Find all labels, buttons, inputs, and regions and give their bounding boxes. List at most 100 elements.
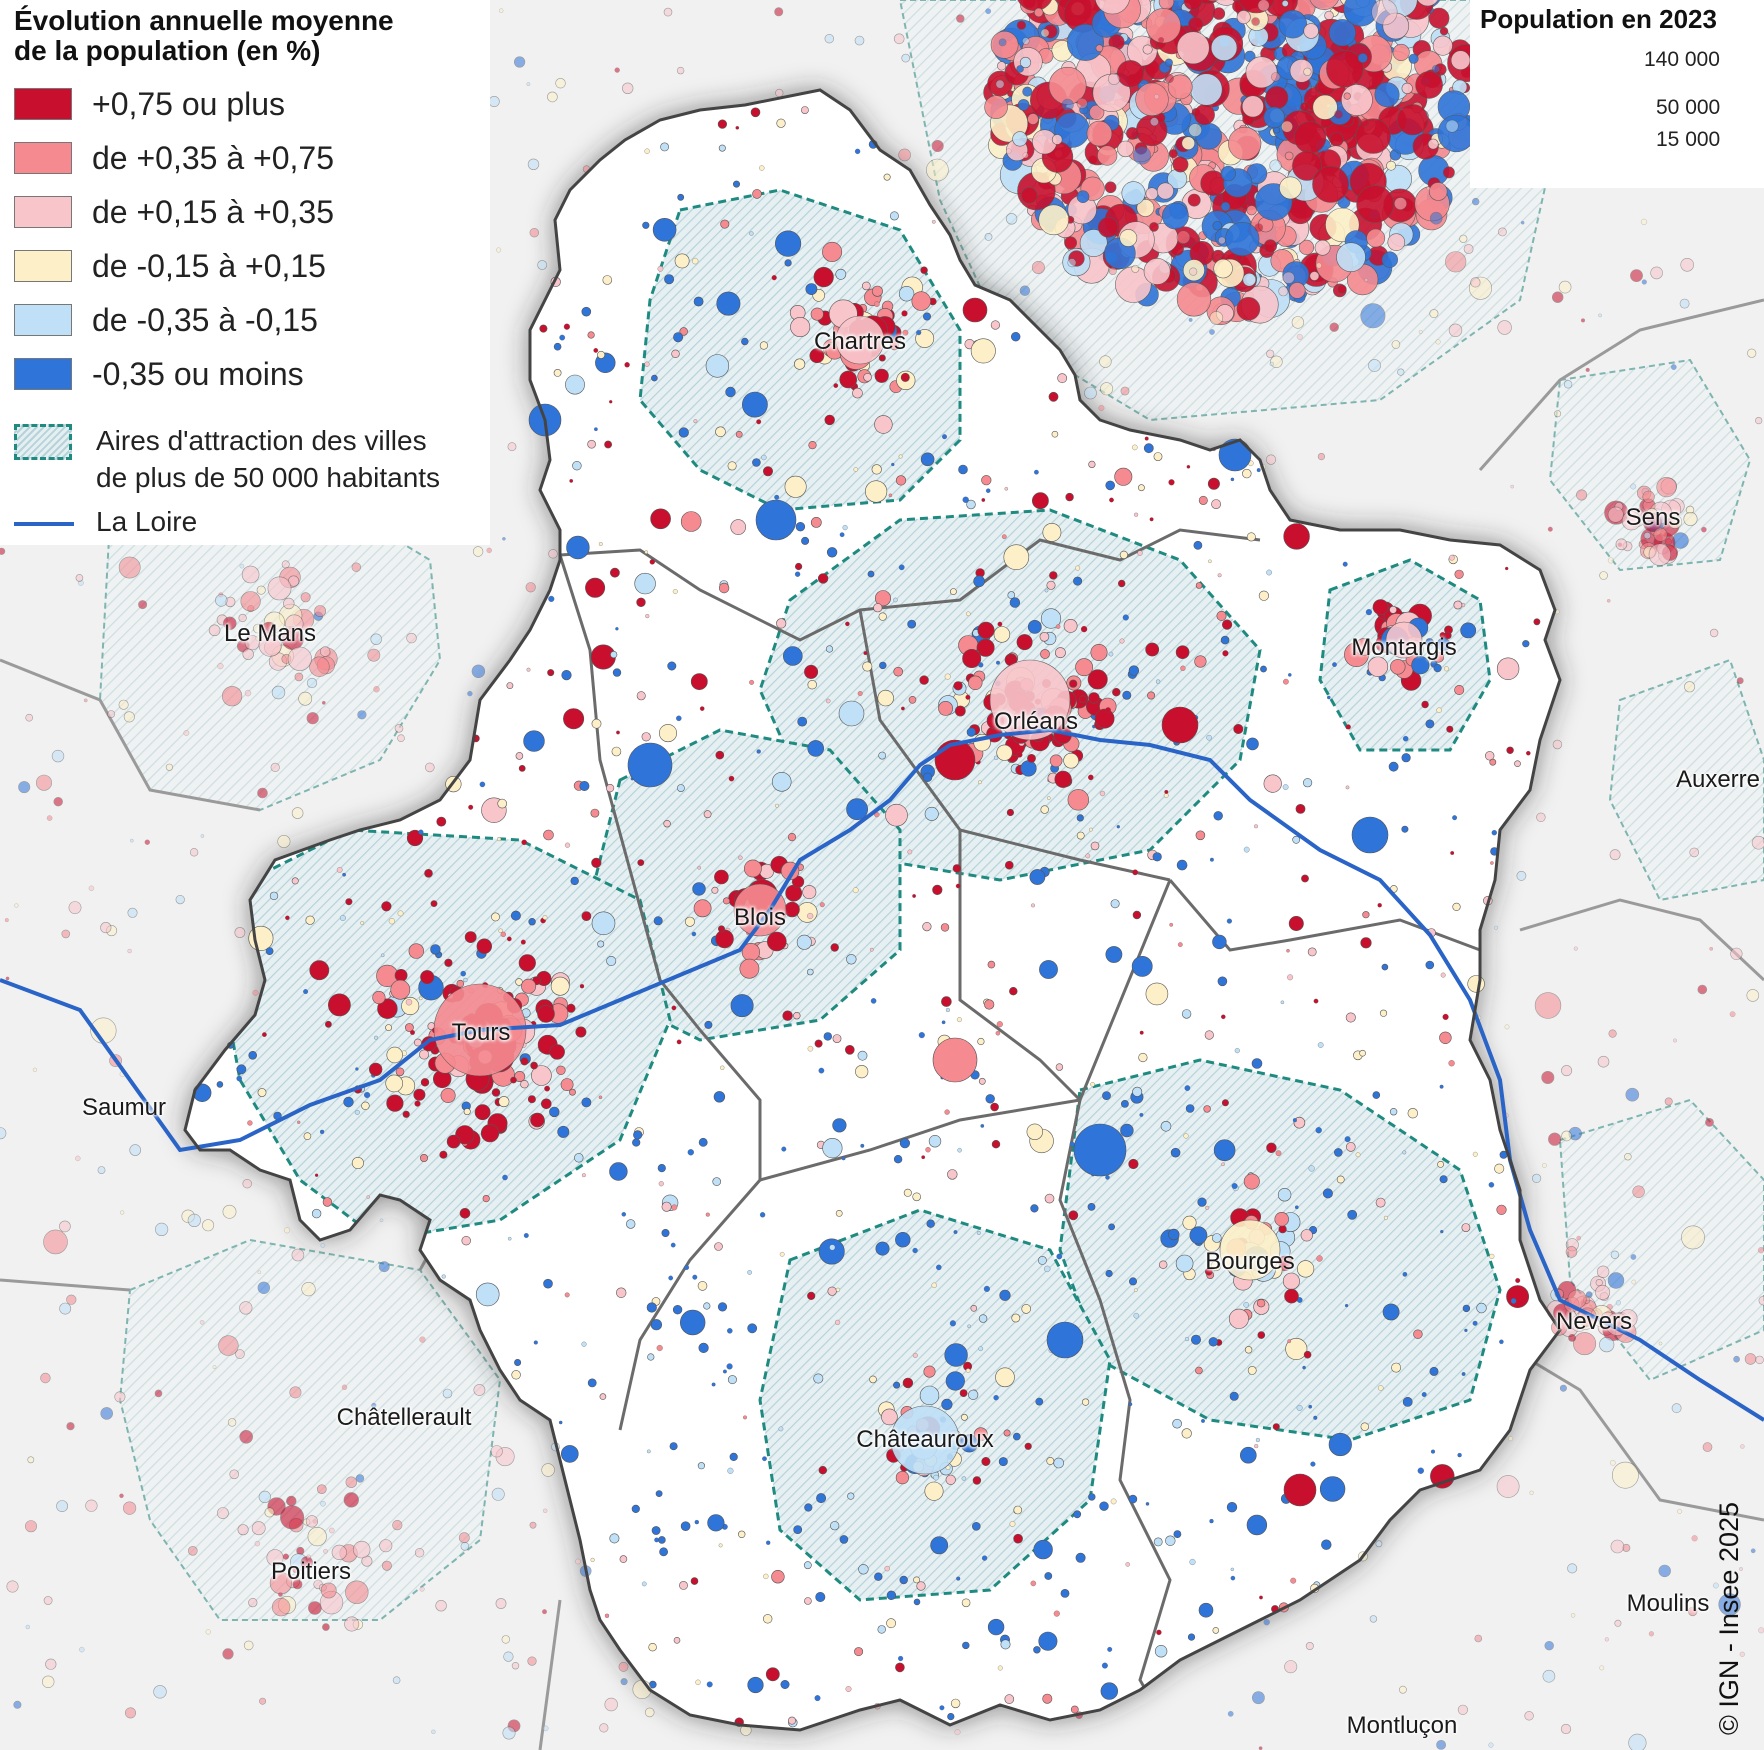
population-circle bbox=[1401, 753, 1411, 763]
population-circle bbox=[1366, 228, 1386, 248]
legend-swatch bbox=[14, 304, 72, 336]
population-circle bbox=[598, 1095, 603, 1100]
population-circle bbox=[732, 180, 740, 188]
population-circle bbox=[920, 452, 935, 467]
population-circle bbox=[711, 886, 719, 894]
population-circle bbox=[1176, 31, 1210, 65]
population-circle bbox=[784, 259, 792, 267]
population-circle bbox=[636, 691, 646, 701]
population-circle bbox=[1288, 282, 1306, 299]
city-label-le-mans: Le Mans bbox=[223, 620, 317, 647]
population-circle bbox=[901, 53, 911, 63]
population-circle bbox=[862, 661, 873, 672]
population-circle bbox=[1040, 805, 1049, 814]
population-circle bbox=[944, 673, 951, 680]
population-circle bbox=[1160, 1121, 1172, 1132]
population-circle bbox=[1027, 620, 1042, 634]
population-circle bbox=[1125, 1562, 1130, 1567]
population-circle bbox=[1259, 1595, 1263, 1600]
size-legend-value-large: 140 000 bbox=[1644, 48, 1720, 71]
population-circle bbox=[718, 582, 730, 594]
population-circle bbox=[1175, 1254, 1194, 1273]
population-circle bbox=[548, 549, 558, 559]
population-circle bbox=[1266, 1142, 1277, 1154]
population-circle bbox=[863, 372, 872, 382]
population-circle bbox=[1021, 1304, 1031, 1314]
population-circle bbox=[1220, 201, 1231, 212]
population-circle bbox=[1506, 1285, 1530, 1309]
population-circle bbox=[1098, 405, 1105, 411]
population-circle bbox=[1138, 1052, 1148, 1063]
population-circle bbox=[1679, 298, 1690, 309]
population-circle bbox=[855, 1064, 869, 1079]
population-circle bbox=[956, 14, 965, 23]
population-circle bbox=[923, 1365, 936, 1378]
population-circle bbox=[717, 925, 725, 933]
population-circle bbox=[542, 915, 548, 920]
population-circle bbox=[1309, 271, 1320, 281]
population-circle bbox=[716, 291, 741, 316]
population-circle bbox=[1243, 846, 1250, 853]
population-circle bbox=[1541, 1071, 1555, 1085]
population-circle bbox=[1529, 1490, 1534, 1495]
population-circle bbox=[878, 354, 886, 362]
population-circle bbox=[1022, 152, 1029, 159]
population-circle bbox=[1034, 469, 1039, 475]
population-circle bbox=[1153, 1537, 1163, 1547]
population-circle bbox=[1038, 1631, 1058, 1651]
population-circle bbox=[680, 1521, 691, 1531]
population-circle bbox=[138, 600, 148, 610]
population-circle bbox=[401, 996, 420, 1015]
population-circle bbox=[1116, 60, 1144, 88]
legend-swatch bbox=[14, 196, 72, 228]
population-circle bbox=[684, 1265, 690, 1270]
population-circle bbox=[1042, 1693, 1053, 1704]
population-circle bbox=[1021, 187, 1038, 204]
population-circle bbox=[1064, 236, 1077, 250]
population-circle bbox=[1576, 1235, 1581, 1241]
population-circle bbox=[1095, 0, 1130, 15]
population-circle bbox=[869, 1375, 877, 1384]
population-circle bbox=[24, 1520, 37, 1533]
legend-swatch bbox=[14, 250, 72, 282]
population-circle bbox=[1089, 104, 1105, 120]
population-circle bbox=[832, 1118, 847, 1133]
population-circle bbox=[881, 1408, 898, 1426]
population-circle bbox=[1277, 1187, 1292, 1202]
population-circle bbox=[1345, 724, 1351, 730]
population-circle bbox=[727, 1375, 737, 1385]
population-circle bbox=[1088, 774, 1094, 781]
population-circle bbox=[378, 1261, 390, 1273]
population-circle bbox=[693, 899, 712, 918]
population-circle bbox=[503, 1651, 514, 1662]
population-circle bbox=[938, 701, 953, 716]
population-circle bbox=[606, 955, 617, 966]
population-circle bbox=[782, 1010, 793, 1021]
population-circle bbox=[796, 902, 818, 923]
population-circle bbox=[996, 1021, 1003, 1028]
population-circle bbox=[1628, 1733, 1647, 1750]
population-circle bbox=[1536, 812, 1546, 822]
population-circle bbox=[620, 1678, 628, 1686]
population-circle bbox=[704, 1020, 713, 1029]
population-circle bbox=[1324, 10, 1334, 21]
population-circle bbox=[1246, 1514, 1268, 1536]
population-circle bbox=[657, 265, 664, 272]
population-circle bbox=[747, 1270, 752, 1275]
population-circle bbox=[1505, 566, 1509, 571]
population-circle bbox=[430, 900, 438, 907]
population-circle bbox=[1209, 329, 1215, 335]
population-circle bbox=[1294, 1205, 1299, 1210]
population-circle bbox=[1355, 118, 1391, 154]
population-circle bbox=[852, 387, 863, 399]
population-circle bbox=[647, 1353, 655, 1361]
population-circle bbox=[744, 859, 762, 878]
population-circle bbox=[237, 1524, 249, 1536]
population-circle bbox=[713, 1091, 726, 1103]
population-circle bbox=[1288, 673, 1292, 677]
population-circle bbox=[1354, 638, 1373, 656]
population-circle bbox=[1252, 1691, 1265, 1705]
population-circle bbox=[684, 916, 695, 927]
population-circle bbox=[1132, 444, 1138, 451]
population-circle bbox=[244, 689, 252, 697]
